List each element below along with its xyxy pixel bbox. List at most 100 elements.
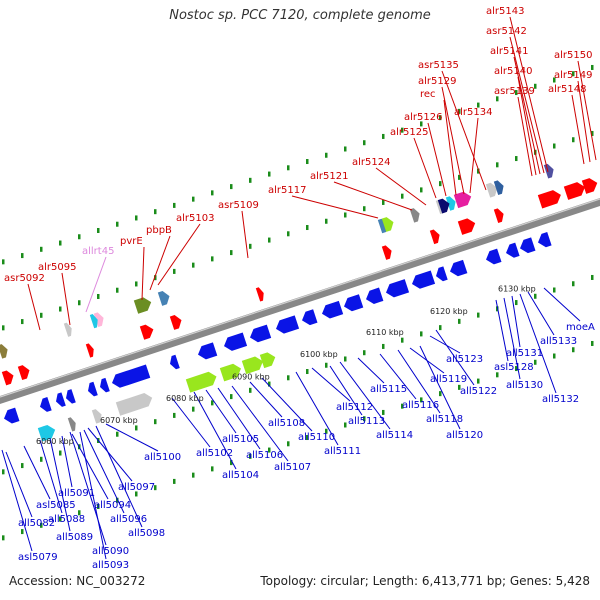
tick-dot bbox=[78, 510, 81, 516]
forward-leader-line bbox=[291, 195, 379, 219]
tick-dot bbox=[591, 340, 594, 346]
reverse-gene-label: all5088 bbox=[48, 514, 85, 525]
forward-gene bbox=[85, 343, 94, 358]
forward-leader-line bbox=[85, 256, 107, 313]
tick-dot bbox=[591, 64, 594, 70]
tick-dot bbox=[458, 174, 461, 180]
reverse-gene bbox=[538, 232, 552, 248]
reverse-gene-shape bbox=[450, 259, 468, 277]
forward-gene-alt bbox=[493, 180, 504, 195]
kbp-tick-label: 6080 kbp bbox=[166, 394, 204, 403]
tick-dot bbox=[401, 403, 404, 409]
reverse-leader-line bbox=[69, 431, 107, 546]
reverse-gene bbox=[250, 324, 272, 343]
tick-dot bbox=[553, 77, 556, 83]
reverse-gene-label: all5097 bbox=[118, 482, 155, 493]
reverse-gene-shape bbox=[224, 332, 248, 351]
forward-leader-line bbox=[517, 76, 537, 176]
reverse-gene-shape bbox=[4, 407, 20, 424]
reverse-gene-alt bbox=[115, 393, 153, 416]
tick-dot bbox=[211, 256, 214, 262]
forward-gene-alt-shape bbox=[93, 312, 104, 327]
reverse-gene-label: all5089 bbox=[56, 532, 93, 543]
backbone-highlight bbox=[0, 198, 600, 398]
reverse-gene bbox=[100, 377, 110, 393]
forward-gene-alt-shape bbox=[89, 314, 98, 329]
forward-gene bbox=[537, 190, 561, 209]
reverse-gene-shape bbox=[366, 287, 384, 304]
reverse-gene-label: all5113 bbox=[348, 416, 385, 427]
forward-leader-line bbox=[513, 56, 541, 175]
reverse-gene-alt-shape bbox=[41, 425, 52, 441]
tick-dot bbox=[40, 246, 43, 252]
reverse-gene-alt-shape bbox=[115, 393, 153, 416]
tick-dot bbox=[325, 218, 328, 224]
reverse-gene-shape bbox=[436, 266, 448, 282]
tick-dot bbox=[572, 347, 575, 353]
reverse-gene-alt-shape bbox=[219, 363, 241, 382]
reverse-gene bbox=[506, 242, 520, 258]
tick-dot bbox=[306, 225, 309, 231]
reverse-leader-line bbox=[49, 437, 71, 532]
tick-dot bbox=[173, 478, 176, 484]
reverse-gene-alt bbox=[185, 371, 217, 393]
reverse-gene bbox=[224, 332, 248, 351]
accession-text: Accession: NC_003272 bbox=[9, 574, 146, 588]
forward-leader-line bbox=[241, 210, 249, 259]
reverse-leader-line bbox=[295, 371, 339, 446]
tick-dot bbox=[192, 472, 195, 478]
tick-dot bbox=[154, 209, 157, 215]
tick-dot bbox=[116, 221, 119, 227]
tick-dot bbox=[287, 165, 290, 171]
reverse-gene-label: asl5128 bbox=[494, 362, 534, 373]
forward-gene-shape bbox=[429, 229, 440, 245]
tick-dot bbox=[40, 312, 43, 318]
forward-gene-label: asr5092 bbox=[4, 273, 45, 284]
reverse-gene-alt bbox=[41, 425, 52, 441]
forward-leader-line bbox=[441, 70, 487, 191]
reverse-gene-label: all5122 bbox=[460, 386, 497, 397]
forward-gene-alt-shape bbox=[63, 322, 72, 337]
genome-summary-text: Topology: circular; Length: 6,413,771 bp… bbox=[260, 574, 590, 588]
forward-leader-line bbox=[571, 94, 585, 165]
reverse-gene bbox=[366, 287, 384, 304]
reverse-gene-shape bbox=[198, 342, 218, 360]
forward-gene-label: alr5140 bbox=[494, 66, 532, 77]
reverse-gene-alt bbox=[219, 363, 241, 382]
forward-gene-label: alr5124 bbox=[352, 157, 390, 168]
reverse-gene-label: all5098 bbox=[128, 528, 165, 539]
tick-dot bbox=[477, 168, 480, 174]
reverse-leader-line bbox=[171, 397, 211, 448]
forward-gene-label: alr5095 bbox=[38, 262, 76, 273]
forward-leader-line bbox=[577, 60, 597, 161]
tick-dot bbox=[116, 497, 119, 503]
forward-gene-shape bbox=[537, 190, 561, 209]
tick-dot bbox=[363, 416, 366, 422]
forward-gene-label: pbpB bbox=[146, 225, 172, 236]
reverse-gene-shape bbox=[276, 315, 300, 334]
reverse-gene-shape bbox=[250, 324, 272, 343]
forward-gene-alt bbox=[437, 198, 450, 214]
reverse-leader-line bbox=[527, 291, 555, 336]
forward-gene-alt-shape bbox=[485, 182, 498, 198]
forward-leader-line bbox=[469, 117, 479, 194]
forward-gene-alt bbox=[133, 297, 152, 314]
reverse-leader-line bbox=[397, 349, 441, 414]
reverse-gene bbox=[56, 392, 66, 407]
tick-dot bbox=[154, 275, 157, 281]
forward-gene-alt bbox=[89, 314, 98, 329]
reverse-leader-line bbox=[379, 353, 417, 400]
tick-dot bbox=[78, 234, 81, 240]
reverse-gene bbox=[66, 389, 76, 404]
tick-dot bbox=[477, 102, 480, 108]
forward-gene-alt-shape bbox=[445, 196, 456, 211]
forward-gene-label: alr5121 bbox=[310, 171, 348, 182]
tick-dot bbox=[249, 453, 252, 459]
reverse-gene-shape bbox=[486, 248, 502, 265]
tick-dot bbox=[363, 350, 366, 356]
reverse-leader-line bbox=[39, 439, 63, 514]
forward-gene-label: alr5126 bbox=[404, 112, 442, 123]
reverse-leader-line bbox=[87, 427, 133, 482]
reverse-leader-line bbox=[205, 389, 237, 434]
reverse-gene-shape bbox=[66, 389, 76, 404]
